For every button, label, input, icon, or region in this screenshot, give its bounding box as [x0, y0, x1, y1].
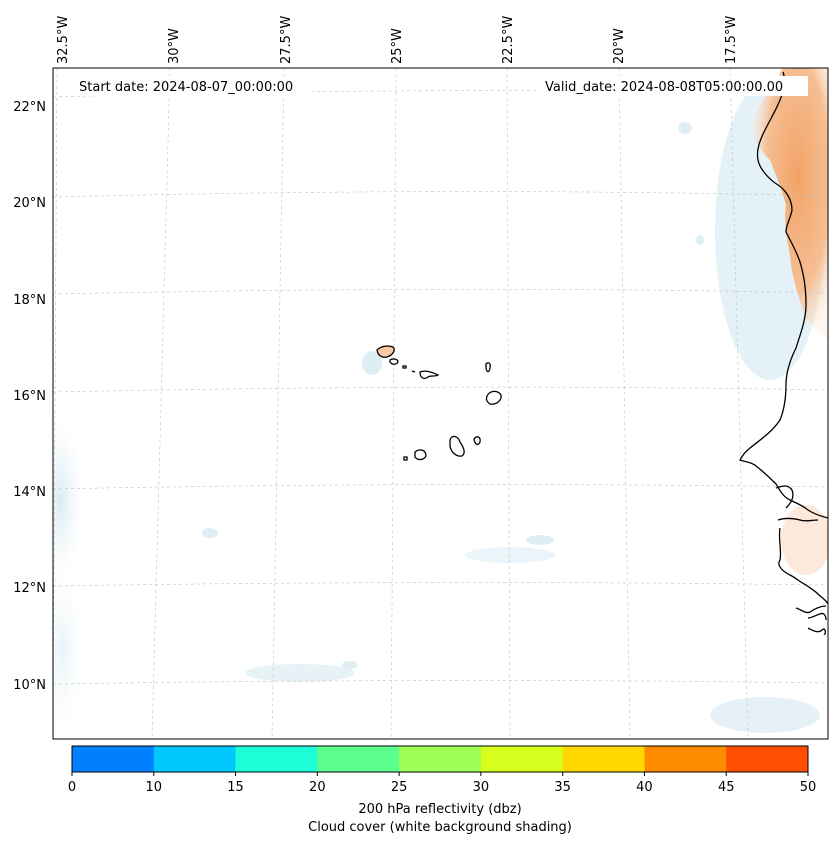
lat-label-14n: 14°N — [13, 485, 46, 500]
island-santo-antao — [376, 345, 395, 358]
lat-label-22n: 22°N — [13, 100, 46, 115]
start-date-box: Start date: 2024-08-07_00:00:00 — [72, 76, 312, 96]
lon-label-25w: 25°W — [390, 28, 405, 64]
island-brava — [403, 456, 408, 461]
colorbar-tick-label: 10 — [146, 780, 163, 795]
valid-date-box: Valid_date: 2024-08-08T05:00:00.00 — [538, 76, 808, 96]
colorbar-tick-label: 50 — [800, 780, 817, 795]
coastline — [739, 71, 828, 635]
colorbar-segment — [480, 746, 564, 772]
start-date-text: Start date: 2024-08-07_00:00:00 — [79, 80, 293, 95]
colorbar-segment — [644, 746, 727, 772]
map-frame — [52, 67, 829, 740]
lat-label-12n: 12°N — [13, 581, 46, 596]
colorbar: 0 10 15 20 25 30 35 40 45 50 — [68, 745, 817, 795]
valid-date-text: Valid_date: 2024-08-08T05:00:00.00 — [545, 80, 783, 95]
colorbar-tick-label: 45 — [718, 780, 735, 795]
island-maio — [473, 436, 481, 446]
island-sal — [485, 362, 491, 373]
lat-label-20n: 20°N — [13, 196, 46, 211]
island-sao-nicolau — [411, 370, 416, 373]
cape-verde-islands — [376, 345, 502, 461]
lat-label-16n: 16°N — [13, 389, 46, 404]
colorbar-label-line1: 200 hPa reflectivity (dbz) — [358, 802, 521, 817]
lon-label-27-5w: 27.5°W — [279, 16, 294, 64]
lon-label-30w: 30°W — [167, 28, 182, 64]
gridlines — [53, 68, 828, 739]
island-fogo — [414, 449, 427, 461]
colorbar-tick-label: 25 — [391, 780, 408, 795]
lon-label-17-5w: 17.5°W — [724, 16, 739, 64]
lat-label-18n: 18°N — [13, 293, 46, 308]
lon-label-22-5w: 22.5°W — [501, 16, 516, 64]
colorbar-tick-label: 35 — [554, 780, 571, 795]
colorbar-tick-label: 20 — [309, 780, 326, 795]
island-sao-nicolau-main — [419, 370, 440, 379]
island-santiago — [449, 435, 465, 457]
lon-label-32-5w: 32.5°W — [56, 16, 71, 64]
colorbar-segment — [399, 746, 482, 772]
colorbar-frame — [71, 745, 809, 773]
colorbar-segment — [562, 746, 645, 772]
colorbar-segment — [72, 746, 155, 772]
colorbar-tick-label: 40 — [636, 780, 653, 795]
colorbar-tick-label: 15 — [227, 780, 244, 795]
colorbar-segment — [726, 746, 809, 772]
latitude-labels: 22°N 20°N 18°N 16°N 14°N 12°N 10°N — [13, 100, 46, 693]
island-sao-vicente — [389, 358, 399, 365]
colorbar-tick-label: 30 — [473, 780, 490, 795]
colorbar-segment — [235, 746, 318, 772]
lon-label-20w: 20°W — [612, 28, 627, 64]
island-santa-luzia — [402, 365, 407, 369]
lat-label-10n: 10°N — [13, 678, 46, 693]
cloud-cover-shading — [53, 80, 825, 733]
map-background — [53, 68, 828, 739]
colorbar-segment — [317, 746, 400, 772]
longitude-labels: 32.5°W 30°W 27.5°W 25°W 22.5°W 20°W 17.5… — [56, 16, 739, 64]
colorbar-tick-label: 0 — [68, 780, 76, 795]
map-panel — [53, 68, 828, 739]
island-boa-vista — [485, 390, 502, 405]
colorbar-label-line2: Cloud cover (white background shading) — [308, 820, 572, 835]
colorbar-segment — [153, 746, 237, 772]
